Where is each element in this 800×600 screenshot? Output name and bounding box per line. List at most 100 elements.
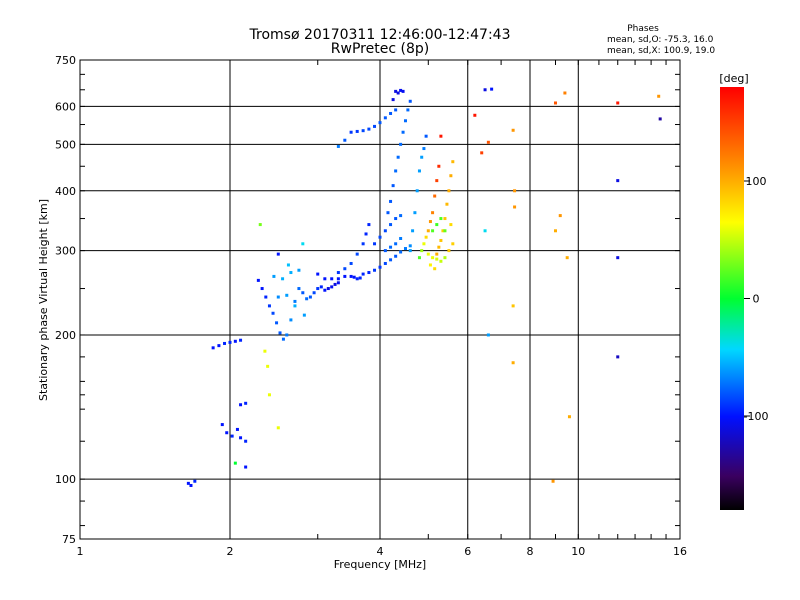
data-point xyxy=(220,423,224,427)
data-point xyxy=(293,299,297,303)
data-point xyxy=(401,89,405,93)
data-point xyxy=(285,333,289,337)
data-point xyxy=(657,94,661,98)
data-point xyxy=(217,344,221,348)
data-point xyxy=(244,439,248,443)
data-point xyxy=(408,99,412,103)
data-point xyxy=(449,174,453,178)
stats-heading: Phases xyxy=(627,24,659,34)
data-point xyxy=(428,220,432,224)
data-point xyxy=(223,341,227,345)
data-point xyxy=(396,155,400,159)
x-tick-label: 16 xyxy=(673,545,687,558)
data-point xyxy=(513,205,517,209)
data-point xyxy=(239,403,243,407)
data-point xyxy=(260,287,264,291)
data-point xyxy=(486,333,490,337)
data-point xyxy=(399,142,403,146)
data-point xyxy=(301,291,305,295)
colorbar-label: [deg] xyxy=(719,72,748,85)
data-point xyxy=(426,252,430,256)
data-point xyxy=(286,263,290,267)
data-point xyxy=(439,238,443,242)
x-tick-label: 1 xyxy=(77,545,84,558)
data-point xyxy=(289,271,293,275)
chart-title: Tromsø 20170311 12:46:00-12:47:43 xyxy=(249,27,511,43)
colorbar-tick-label: -100 xyxy=(744,410,769,423)
data-point xyxy=(336,277,340,281)
data-point xyxy=(424,134,428,138)
data-point xyxy=(389,199,393,203)
data-point xyxy=(403,247,407,251)
data-point xyxy=(256,278,260,282)
data-point xyxy=(301,242,305,246)
y-axis-label: Stationary phase Virtual Height [km] xyxy=(37,199,50,401)
data-point xyxy=(289,318,293,322)
data-point xyxy=(426,229,430,233)
data-point xyxy=(394,242,398,246)
data-point xyxy=(293,304,297,308)
data-point xyxy=(424,235,428,239)
data-point xyxy=(302,313,306,317)
plot-area: 1 2 4 6 8 10 16 75 100 200 300 400 500 600 750 xyxy=(55,54,687,558)
y-tick-label: 500 xyxy=(55,138,76,151)
data-point xyxy=(186,481,190,485)
data-point xyxy=(439,134,443,138)
data-point xyxy=(435,223,439,227)
data-point xyxy=(319,285,323,289)
data-point xyxy=(443,256,447,260)
y-tick-label: 300 xyxy=(55,245,76,258)
colorbar-ticks: 100 0 -100 xyxy=(744,175,769,423)
y-tick-label: 600 xyxy=(55,100,76,113)
data-point xyxy=(281,277,285,281)
data-point xyxy=(422,242,426,246)
data-point xyxy=(394,89,398,93)
data-point xyxy=(551,479,555,483)
data-point xyxy=(367,271,371,275)
data-point xyxy=(330,277,334,281)
data-point xyxy=(343,138,347,142)
data-point xyxy=(417,169,421,173)
data-point xyxy=(394,108,398,112)
data-point xyxy=(483,229,487,233)
data-point xyxy=(233,461,237,465)
data-point xyxy=(435,257,439,261)
data-point xyxy=(383,261,387,265)
data-point xyxy=(271,311,275,315)
chart-subtitle: RwPretec (8p) xyxy=(331,41,429,57)
data-point xyxy=(355,252,359,256)
data-point xyxy=(276,252,280,256)
data-point xyxy=(431,211,435,215)
colorbar-tick-label: 100 xyxy=(746,175,767,188)
data-point xyxy=(443,217,447,221)
data-point xyxy=(361,272,365,276)
data-point xyxy=(408,244,412,248)
data-point xyxy=(391,98,395,102)
data-point xyxy=(433,194,437,198)
data-point xyxy=(389,223,393,227)
y-tick-label: 200 xyxy=(55,329,76,342)
data-point xyxy=(391,184,395,188)
data-point xyxy=(383,229,387,233)
data-point xyxy=(431,256,435,260)
y-tick-label: 75 xyxy=(62,533,76,546)
data-point xyxy=(435,252,439,256)
data-point xyxy=(616,101,620,105)
data-point xyxy=(343,274,347,278)
x-tick-label: 4 xyxy=(377,545,384,558)
stats-line-x: mean, sd,X: 100.9, 19.0 xyxy=(607,46,715,56)
data-point xyxy=(323,288,327,292)
y-tick-label: 400 xyxy=(55,185,76,198)
data-point xyxy=(349,130,353,134)
data-point xyxy=(225,431,229,435)
data-point xyxy=(336,281,340,285)
data-point xyxy=(451,242,455,246)
data-point xyxy=(553,229,557,233)
data-point xyxy=(394,217,398,221)
data-point xyxy=(443,229,447,233)
data-point xyxy=(349,274,353,278)
data-point xyxy=(389,245,393,249)
colorbar-tick-label: 0 xyxy=(753,293,760,306)
data-point xyxy=(230,434,234,438)
data-point xyxy=(386,211,390,215)
